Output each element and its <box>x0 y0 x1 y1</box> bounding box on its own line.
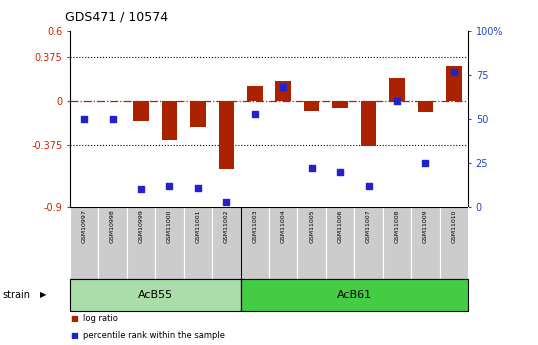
Text: AcB55: AcB55 <box>138 290 173 300</box>
Text: ■: ■ <box>70 314 78 323</box>
Text: GSM11003: GSM11003 <box>252 209 257 243</box>
Bar <box>70 207 98 279</box>
Text: GSM10998: GSM10998 <box>110 209 115 243</box>
Bar <box>411 207 440 279</box>
Point <box>307 166 316 171</box>
Point <box>222 199 231 205</box>
Point <box>165 183 174 189</box>
Text: GSM11000: GSM11000 <box>167 209 172 243</box>
Bar <box>183 207 212 279</box>
Text: GSM10997: GSM10997 <box>82 209 87 243</box>
Bar <box>161 101 178 140</box>
Bar <box>355 207 383 279</box>
Text: GSM11010: GSM11010 <box>451 209 456 243</box>
Bar <box>98 207 127 279</box>
Bar <box>218 101 234 169</box>
Text: AcB61: AcB61 <box>337 290 372 300</box>
Point <box>450 69 458 74</box>
Bar <box>247 86 263 101</box>
Bar <box>298 207 326 279</box>
Text: GDS471 / 10574: GDS471 / 10574 <box>65 10 168 23</box>
Point <box>137 187 145 192</box>
Text: ■: ■ <box>70 331 78 340</box>
Point <box>279 85 287 90</box>
Bar <box>304 101 320 111</box>
Text: GSM11008: GSM11008 <box>394 209 400 243</box>
Text: GSM11001: GSM11001 <box>195 209 201 243</box>
Bar <box>417 101 433 112</box>
Bar <box>155 207 183 279</box>
Text: ▶: ▶ <box>40 290 47 299</box>
Point <box>80 116 88 122</box>
Bar <box>127 207 155 279</box>
Bar <box>240 207 269 279</box>
Point <box>393 99 401 104</box>
Bar <box>70 279 240 311</box>
Bar <box>446 66 462 101</box>
Text: GSM11002: GSM11002 <box>224 209 229 243</box>
Text: log ratio: log ratio <box>83 314 118 323</box>
Point <box>421 160 430 166</box>
Text: GSM11006: GSM11006 <box>337 209 343 243</box>
Bar <box>240 279 468 311</box>
Bar <box>360 101 377 146</box>
Text: percentile rank within the sample: percentile rank within the sample <box>83 331 225 340</box>
Point <box>251 111 259 117</box>
Text: GSM11007: GSM11007 <box>366 209 371 243</box>
Bar <box>190 101 206 127</box>
Point <box>336 169 344 175</box>
Bar <box>133 101 149 121</box>
Bar <box>389 78 405 101</box>
Bar <box>269 207 298 279</box>
Bar <box>326 207 355 279</box>
Bar <box>212 207 240 279</box>
Bar <box>275 81 291 101</box>
Bar <box>383 207 411 279</box>
Text: GSM11009: GSM11009 <box>423 209 428 243</box>
Text: strain: strain <box>3 290 31 300</box>
Text: GSM10999: GSM10999 <box>138 209 144 243</box>
Point <box>194 185 202 190</box>
Text: GSM11004: GSM11004 <box>281 209 286 243</box>
Bar <box>332 101 348 108</box>
Bar <box>440 207 468 279</box>
Point <box>364 183 373 189</box>
Text: GSM11005: GSM11005 <box>309 209 314 243</box>
Point <box>108 116 117 122</box>
